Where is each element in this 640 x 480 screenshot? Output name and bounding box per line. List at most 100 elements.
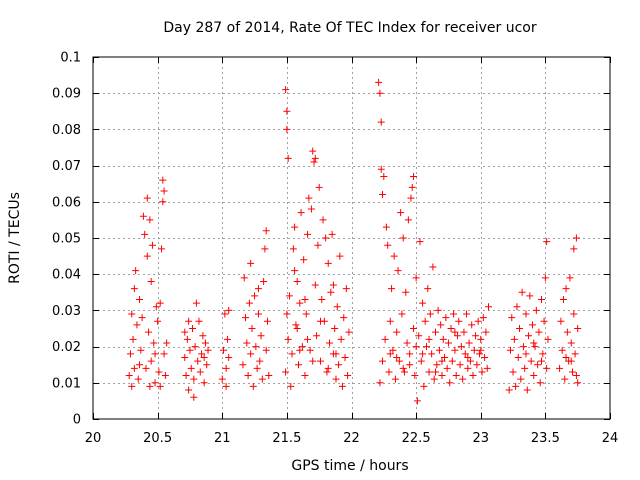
data-point — [485, 303, 493, 311]
data-point — [514, 353, 522, 361]
data-point — [251, 292, 259, 300]
data-point — [322, 234, 330, 242]
data-point — [134, 375, 142, 383]
data-point — [526, 292, 534, 300]
data-point — [439, 335, 447, 343]
data-point — [295, 361, 303, 369]
y-tick-label: 0.1 — [60, 51, 81, 66]
data-point — [190, 393, 198, 401]
data-point — [311, 154, 319, 162]
data-point — [292, 321, 300, 329]
data-point — [297, 209, 305, 217]
data-point — [130, 285, 138, 293]
data-point — [382, 223, 390, 231]
data-point — [195, 317, 203, 325]
data-point — [463, 310, 471, 318]
data-point — [328, 230, 336, 238]
x-tick-label: 21 — [214, 431, 231, 446]
data-points — [125, 78, 582, 405]
data-point — [466, 357, 474, 365]
data-point — [240, 274, 248, 282]
data-point — [309, 357, 317, 365]
data-point — [376, 89, 384, 97]
data-point — [189, 325, 197, 332]
y-tick-label: 0.02 — [52, 340, 81, 355]
data-point — [567, 357, 575, 365]
data-point — [248, 325, 256, 332]
data-point — [252, 343, 260, 351]
data-point — [305, 194, 313, 202]
data-point — [446, 379, 454, 387]
data-point — [285, 292, 293, 300]
data-point — [425, 368, 433, 376]
data-point — [257, 332, 265, 340]
data-point — [309, 147, 317, 155]
data-point — [571, 350, 579, 358]
data-point — [543, 364, 551, 372]
data-point — [222, 382, 230, 390]
data-point — [199, 332, 207, 340]
data-point — [406, 350, 414, 358]
data-point — [154, 317, 162, 325]
data-point — [535, 328, 543, 336]
data-point — [386, 317, 394, 325]
data-point — [225, 353, 233, 361]
data-point — [146, 382, 154, 390]
data-point — [316, 357, 324, 365]
data-point — [479, 314, 487, 322]
data-point — [283, 107, 291, 115]
data-point — [329, 281, 337, 289]
data-point — [319, 216, 327, 224]
data-point — [160, 350, 168, 358]
data-point — [301, 372, 309, 380]
data-point — [525, 332, 533, 340]
data-point — [296, 346, 304, 354]
data-point — [376, 379, 384, 387]
x-tick-label: 24 — [602, 431, 619, 446]
data-point — [528, 321, 536, 329]
data-point — [572, 234, 580, 242]
data-point — [260, 277, 268, 285]
data-point — [450, 310, 458, 318]
data-point — [152, 303, 160, 311]
data-point — [569, 368, 577, 376]
data-point — [191, 343, 199, 351]
data-point — [342, 285, 350, 293]
data-point — [385, 368, 393, 376]
data-point — [291, 223, 299, 231]
data-point — [304, 335, 312, 343]
data-point — [522, 350, 530, 358]
data-point — [218, 375, 226, 383]
y-tick-label: 0.09 — [52, 87, 81, 102]
data-point — [242, 314, 250, 322]
data-point — [336, 252, 344, 260]
data-point — [425, 335, 433, 343]
data-point — [563, 328, 571, 336]
data-point — [391, 375, 399, 383]
data-point — [468, 321, 476, 329]
data-point — [475, 350, 483, 358]
data-point — [469, 372, 477, 380]
x-tick-labels: 20 20.5 21 21.5 22 22.5 23 23.5 24 — [85, 431, 619, 446]
data-point — [192, 299, 200, 307]
data-point — [296, 299, 304, 307]
data-point — [472, 332, 480, 340]
data-point — [470, 346, 478, 354]
data-point — [288, 350, 296, 358]
data-point — [187, 364, 195, 372]
data-point — [128, 310, 136, 318]
y-tick-label: 0.03 — [52, 304, 81, 319]
data-point — [426, 310, 434, 318]
data-point — [543, 238, 551, 246]
data-point — [225, 306, 233, 314]
data-point — [478, 368, 486, 376]
data-point — [182, 372, 190, 380]
data-point — [139, 212, 147, 220]
data-point — [397, 209, 405, 217]
data-point — [422, 343, 430, 351]
data-point — [562, 353, 570, 361]
data-point — [204, 346, 212, 354]
data-point — [185, 386, 193, 394]
data-point — [464, 364, 472, 372]
